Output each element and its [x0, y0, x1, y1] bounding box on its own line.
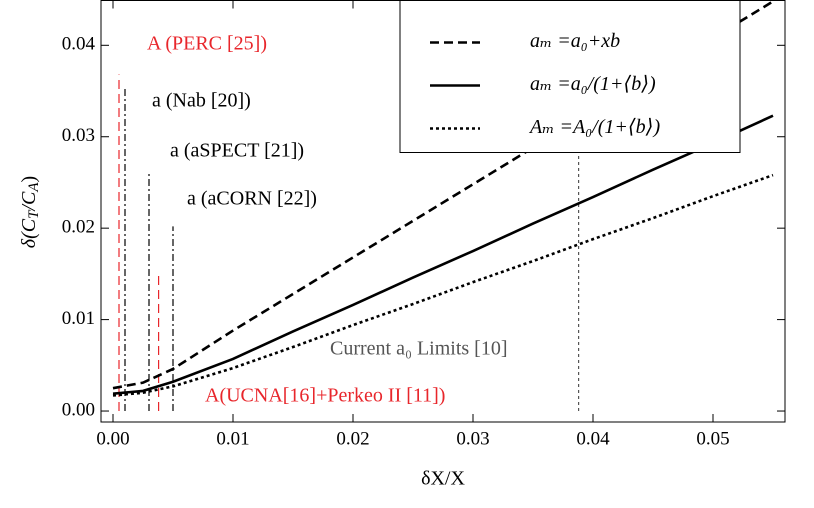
x-tick-label: 0.02 — [336, 428, 369, 449]
y-title-part: T — [26, 209, 42, 219]
y-axis-title: δ(CT/CA) — [18, 176, 43, 248]
x-tick-label: 0.04 — [576, 428, 610, 449]
annotation: a (aSPECT [21]) — [170, 140, 304, 162]
annotation: A (PERC [25]) — [147, 33, 267, 55]
y-tick-label: 0.00 — [62, 399, 95, 420]
y-tick-label: 0.04 — [62, 34, 96, 55]
legend-label: aₘ =a₀/(1+⟨b⟩) — [530, 73, 656, 95]
x-axis-title: δX/X — [421, 468, 465, 490]
y-tick-label: 0.03 — [62, 125, 95, 146]
series-line — [112, 173, 774, 397]
annotation: a (Nab [20]) — [152, 90, 251, 112]
y-tick-label: 0.01 — [62, 308, 95, 329]
legend-label: Aₘ =A₀/(1+⟨b⟩) — [528, 116, 660, 138]
annotation: a (aCORN [22]) — [187, 188, 317, 210]
series-line — [112, 0, 774, 390]
annotation: Current a₀ Limits [10] — [330, 338, 508, 360]
y-tick-label: 0.02 — [62, 217, 95, 238]
legend-box — [399, 0, 741, 153]
y-title-part: /C — [18, 191, 40, 212]
series-line — [112, 114, 774, 395]
x-tick-label: 0.01 — [216, 428, 249, 449]
legend-label: aₘ =a₀+xb — [530, 30, 620, 52]
y-title-part: δ(C — [18, 218, 40, 248]
x-tick-label: 0.05 — [696, 428, 729, 449]
annotation: A(UCNA[16]+Perkeo II [11]) — [205, 385, 445, 407]
x-tick-label: 0.00 — [96, 428, 129, 449]
y-title-part: ) — [18, 176, 40, 183]
x-tick-label: 0.03 — [456, 428, 489, 449]
y-title-part: A — [26, 182, 42, 193]
